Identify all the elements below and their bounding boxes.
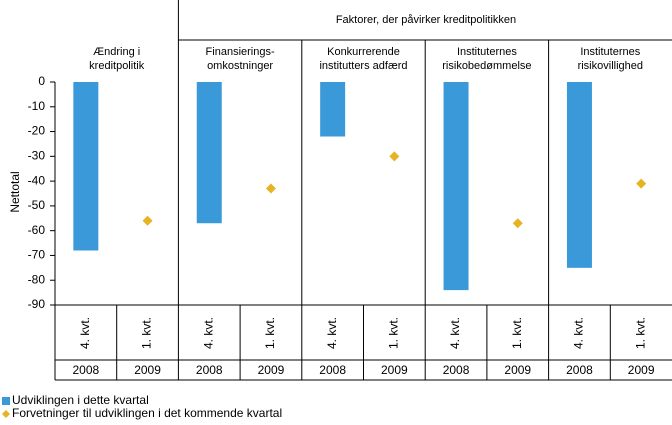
group-label: Ændring i: [93, 46, 140, 58]
group-label: risikobedømmelse: [442, 60, 531, 72]
year-label: 2009: [258, 363, 285, 377]
y-tick-label: -80: [28, 272, 46, 286]
group-label: Konkurrerende: [327, 46, 400, 58]
x-tick-label: 1. kvt.: [263, 317, 277, 349]
year-label: 2008: [196, 363, 223, 377]
group-label: Instituternes: [580, 46, 640, 58]
bar: [196, 82, 222, 224]
year-label: 2009: [134, 363, 161, 377]
year-label: 2009: [504, 363, 531, 377]
group-label: risikovillighed: [578, 60, 643, 72]
legend-swatch: [2, 397, 10, 405]
y-axis-label: Nettotal: [8, 171, 22, 212]
y-tick-label: -40: [28, 173, 46, 187]
marker: [636, 178, 647, 189]
x-tick-label: 4. kvt.: [201, 317, 215, 349]
group-label: Finansierings-: [206, 46, 275, 58]
y-tick-label: -60: [28, 223, 46, 237]
group-label: Instituternes: [457, 46, 517, 58]
y-tick-label: -90: [28, 297, 46, 311]
year-label: 2008: [319, 363, 346, 377]
marker: [265, 183, 276, 194]
x-tick-label: 1. kvt.: [510, 317, 524, 349]
year-label: 2008: [443, 363, 470, 377]
bar: [566, 82, 592, 268]
y-tick-label: -20: [28, 124, 46, 138]
legend-swatch: [2, 410, 10, 418]
y-tick-label: -70: [28, 248, 46, 262]
bar: [443, 82, 469, 291]
legend-label: Forvetninger til udviklingen i det komme…: [12, 406, 282, 420]
y-tick-label: -50: [28, 198, 46, 212]
x-tick-label: 4. kvt.: [78, 317, 92, 349]
x-tick-label: 4. kvt.: [325, 317, 339, 349]
y-tick-label: -30: [28, 149, 46, 163]
group-label: institutters adfærd: [319, 60, 407, 72]
bar: [320, 82, 346, 137]
x-tick-label: 1. kvt.: [140, 317, 154, 349]
x-tick-label: 1. kvt.: [633, 317, 647, 349]
year-label: 2009: [628, 363, 655, 377]
header: Faktorer, der påvirker kreditpolitikken: [336, 14, 516, 26]
legend-label: Udviklingen i dette kvartal: [12, 393, 149, 407]
x-tick-label: 1. kvt.: [387, 317, 401, 349]
x-tick-label: 4. kvt.: [572, 317, 586, 349]
marker: [142, 215, 153, 226]
y-tick-label: 0: [38, 74, 45, 88]
year-label: 2009: [381, 363, 408, 377]
group-label: kreditpolitik: [89, 60, 145, 72]
marker: [389, 151, 400, 162]
y-tick-label: -10: [28, 99, 46, 113]
year-label: 2008: [566, 363, 593, 377]
group-label: omkostninger: [207, 60, 273, 72]
bar: [73, 82, 99, 251]
marker: [512, 218, 523, 229]
year-label: 2008: [72, 363, 99, 377]
x-tick-label: 4. kvt.: [448, 317, 462, 349]
